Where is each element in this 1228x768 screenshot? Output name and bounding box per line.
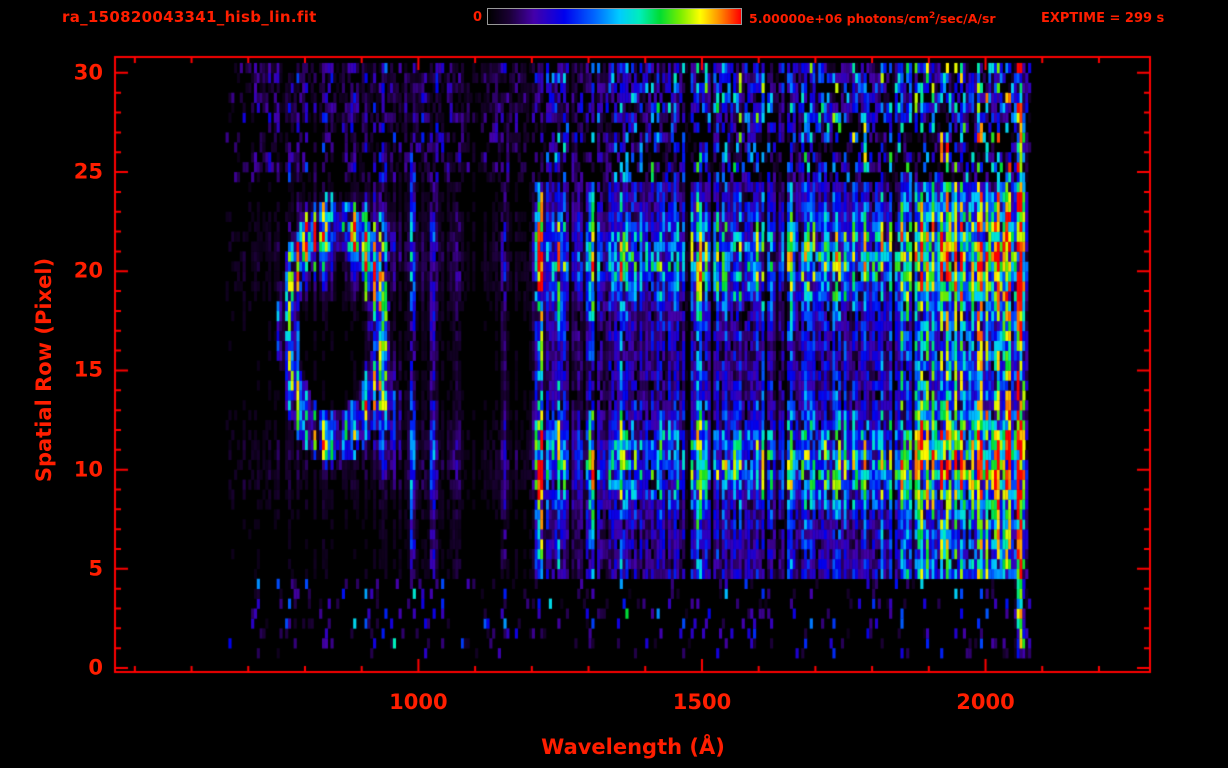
units-superscript: 2 <box>928 11 936 21</box>
exptime-label: EXPTIME = 299 s <box>1041 11 1165 26</box>
y-tick-label: 25 <box>73 159 103 184</box>
y-tick-label: 20 <box>73 258 103 283</box>
colorbar-units: photons/cm <box>842 11 929 27</box>
y-tick-label: 30 <box>73 60 103 85</box>
filename-label: ra_150820043341_hisb_lin.fit <box>62 8 317 26</box>
x-tick-label: 1500 <box>672 690 732 714</box>
y-tick-label: 10 <box>73 457 103 482</box>
y-tick-label: 5 <box>88 556 103 581</box>
colorbar <box>487 8 742 25</box>
colorbar-max-value: 5.00000e+06 <box>749 11 843 27</box>
x-axis-label: Wavelength (Å) <box>541 735 725 759</box>
y-tick-label: 15 <box>73 357 103 382</box>
colorbar-min-label: 0 <box>472 10 482 25</box>
y-tick-label: 0 <box>88 655 103 680</box>
colorbar-max-label: 5.00000e+06 photons/cm2/sec/A/sr <box>749 11 996 26</box>
colorbar-units-rest: /sec/A/sr <box>935 11 996 27</box>
x-tick-label: 2000 <box>956 690 1015 714</box>
x-tick-label: 1000 <box>389 690 448 714</box>
